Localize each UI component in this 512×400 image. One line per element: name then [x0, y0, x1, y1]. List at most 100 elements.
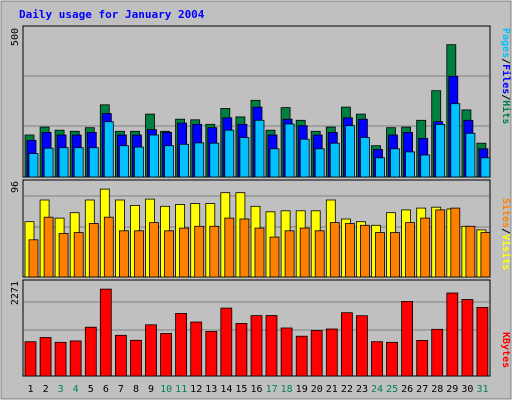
legend-visits: Sites/Visits — [500, 198, 512, 270]
x-tick-label-12: 12 — [190, 384, 202, 395]
bar-sites-day-29 — [450, 207, 461, 278]
bar-pages-day-9 — [149, 134, 159, 178]
panel-kbytes: 2271 — [10, 279, 491, 377]
bar-kbytes-day-10 — [160, 333, 173, 377]
x-tick-label-23: 23 — [356, 384, 368, 395]
x-tick-label-11: 11 — [175, 384, 187, 395]
legend-pages: Pages — [500, 28, 511, 58]
bar-kbytes-day-6 — [99, 288, 112, 377]
bar-sites-day-18 — [284, 230, 295, 278]
bar-kbytes-day-5 — [84, 326, 97, 377]
bar-sites-day-25 — [390, 232, 400, 278]
bar-sites-day-19 — [299, 227, 310, 278]
x-tick-label-24: 24 — [371, 384, 383, 395]
panel-visits-ymax-label: 96 — [10, 181, 21, 193]
bar-sites-day-6 — [103, 216, 114, 278]
bar-pages-day-10 — [164, 145, 175, 178]
bar-kbytes-day-18 — [280, 327, 293, 377]
bar-kbytes-day-17 — [265, 315, 278, 377]
bar-kbytes-day-28 — [431, 328, 444, 377]
x-tick-label-17: 17 — [266, 384, 278, 395]
x-tick-label-9: 9 — [148, 384, 154, 395]
bar-sites-day-23 — [359, 224, 370, 278]
bar-sites-day-2 — [43, 216, 54, 278]
bar-sites-day-5 — [88, 223, 99, 278]
bar-pages-day-24 — [375, 157, 385, 178]
bar-pages-day-26 — [405, 151, 416, 178]
legend-sep-2: / — [500, 94, 511, 100]
svg-text:KBytes: KBytes — [500, 332, 511, 368]
x-tick-label-5: 5 — [88, 384, 94, 395]
bar-sites-day-30 — [465, 225, 476, 278]
bar-sites-day-26 — [405, 222, 416, 278]
x-tick-label-18: 18 — [281, 384, 293, 395]
x-tick-label-15: 15 — [235, 384, 247, 395]
bar-pages-day-8 — [134, 146, 144, 178]
bar-pages-day-12 — [194, 142, 205, 178]
bar-kbytes-day-20 — [310, 330, 323, 377]
bar-kbytes-day-2 — [39, 337, 52, 377]
bar-kbytes-day-1 — [24, 341, 37, 377]
x-tick-label-10: 10 — [160, 384, 172, 395]
bar-sites-day-20 — [314, 230, 325, 278]
bar-sites-day-31 — [480, 232, 491, 278]
bar-sites-day-7 — [119, 230, 129, 278]
x-tick-label-30: 30 — [461, 384, 473, 395]
x-tick-label-6: 6 — [103, 384, 109, 395]
legend-visits-label: Visits — [500, 234, 512, 270]
bar-pages-day-13 — [209, 142, 220, 178]
bar-sites-day-4 — [73, 232, 84, 278]
bar-kbytes-day-26 — [401, 300, 414, 377]
bar-sites-day-24 — [375, 232, 385, 278]
bar-sites-day-13 — [209, 225, 220, 278]
bar-kbytes-day-24 — [371, 341, 383, 377]
x-tick-label-29: 29 — [446, 384, 458, 395]
bar-kbytes-day-31 — [476, 306, 489, 377]
bar-sites-day-16 — [254, 227, 265, 278]
bar-sites-day-3 — [58, 233, 69, 278]
bar-pages-day-7 — [119, 145, 129, 178]
panel-kbytes-bars — [24, 288, 489, 377]
bar-sites-day-15 — [239, 218, 250, 278]
chart-title: Daily usage for January 2004 — [19, 8, 205, 21]
bar-pages-day-19 — [299, 138, 310, 178]
panel-visits: 96 — [10, 179, 491, 278]
x-tick-label-31: 31 — [476, 384, 488, 395]
bar-kbytes-day-12 — [190, 321, 203, 377]
bar-sites-day-17 — [269, 236, 280, 278]
bar-kbytes-day-13 — [205, 330, 218, 377]
legend-sites: Sites — [500, 198, 512, 228]
bar-pages-day-16 — [254, 119, 265, 178]
bar-pages-day-25 — [390, 148, 400, 178]
legend-sep-1: / — [500, 58, 511, 64]
bar-pages-day-14 — [224, 129, 235, 178]
x-tick-label-8: 8 — [133, 384, 139, 395]
x-tick-label-16: 16 — [250, 384, 262, 395]
panel-hits: 500 — [10, 25, 491, 178]
x-tick-label-19: 19 — [296, 384, 308, 395]
bar-kbytes-day-16 — [250, 315, 263, 377]
x-tick-label-3: 3 — [58, 384, 64, 395]
bar-sites-day-12 — [194, 225, 205, 278]
bar-pages-day-27 — [420, 154, 431, 178]
bar-pages-day-23 — [359, 137, 370, 178]
svg-text:Sites/Visits: Sites/Visits — [500, 198, 512, 270]
x-tick-label-22: 22 — [341, 384, 353, 395]
bar-kbytes-day-29 — [446, 292, 459, 377]
bar-sites-day-1 — [28, 239, 39, 278]
bar-kbytes-day-25 — [386, 341, 398, 377]
bar-pages-day-22 — [344, 125, 355, 178]
bar-pages-day-18 — [284, 123, 295, 178]
legend-hits: Pages/Files/Hits — [500, 28, 512, 124]
panel-hits-bars — [24, 44, 491, 178]
x-tick-label-25: 25 — [386, 384, 398, 395]
bar-pages-day-30 — [465, 132, 476, 178]
panel-kbytes-ymax-label: 2271 — [10, 281, 21, 305]
x-axis-labels: 1 2 3 4 5 6 7 8 9 10 11 12 13 14 15 16 17 18 19 20 21 22 23 24 2… — [27, 384, 488, 395]
bar-pages-day-4 — [73, 147, 84, 178]
bar-kbytes-day-21 — [325, 328, 338, 377]
bar-pages-day-15 — [239, 137, 250, 178]
legend-kbytes: KBytes — [500, 332, 511, 368]
